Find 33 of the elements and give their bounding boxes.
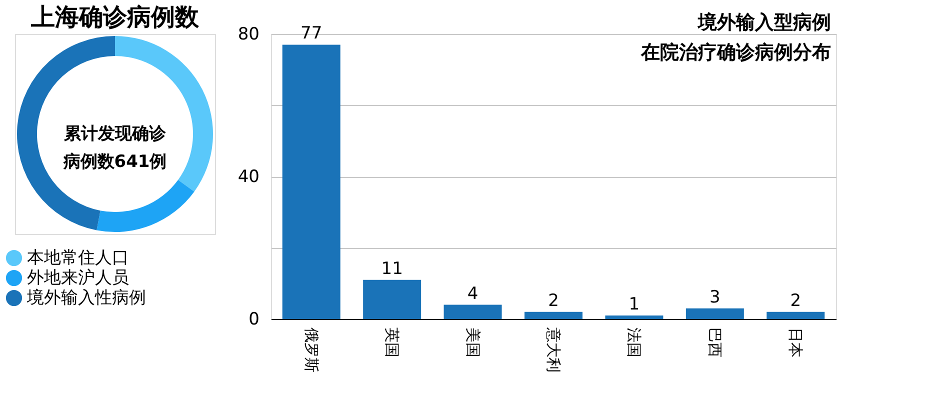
x-tick-label: 日本: [786, 328, 805, 358]
bar: [605, 315, 664, 319]
chart-title: 上海确诊病例数: [30, 3, 200, 31]
donut-slice: [96, 180, 194, 232]
x-tick-label: 意大利: [544, 326, 562, 372]
bar: [766, 312, 825, 319]
x-tick-label: 巴西: [706, 328, 724, 358]
legend-label: 本地常住人口: [27, 248, 129, 268]
donut-slice: [115, 36, 213, 192]
text: 累计发现确诊病例数641例: [62, 124, 167, 172]
x-tick-label: 俄罗斯: [302, 328, 320, 372]
data-label: 77: [300, 24, 322, 44]
y-tick-label: 80: [238, 24, 260, 44]
x-tick-label: 法国: [625, 328, 644, 358]
bar: [363, 280, 422, 319]
x-tick-label: 英国: [383, 328, 402, 358]
bar: [686, 308, 744, 319]
bar: [444, 304, 502, 319]
chart-title: 境外输入型病例在院治疗确诊病例分布: [640, 12, 831, 64]
data-label: 2: [790, 290, 802, 311]
bar: [524, 312, 582, 319]
legend-label: 境外输入性病例: [26, 288, 146, 308]
data-label: 3: [710, 287, 720, 308]
bar: [282, 44, 340, 319]
legend-label: 外地来沪人员: [27, 268, 129, 288]
donut-slice: [17, 36, 115, 230]
x-tick-label: 美国: [464, 328, 482, 358]
y-tick-label: 0: [248, 310, 260, 330]
y-tick-label: 40: [238, 167, 260, 187]
data-label: 2: [548, 290, 559, 311]
data-label: 1: [628, 294, 640, 314]
data-label: 11: [381, 258, 403, 279]
data-label: 4: [467, 284, 478, 304]
